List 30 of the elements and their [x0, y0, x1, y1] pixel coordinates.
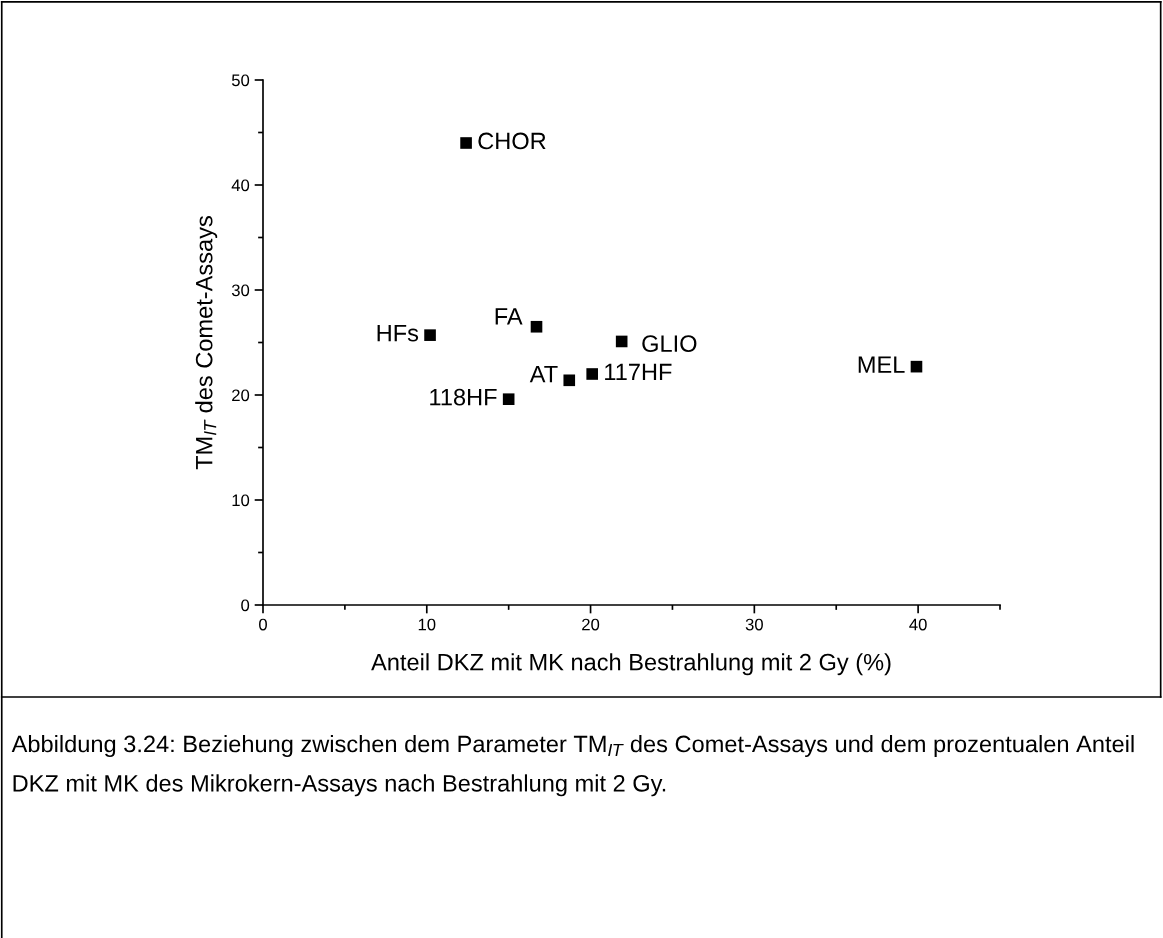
y-tick-label: 0 — [241, 599, 250, 612]
y-tick-label: 50 — [231, 74, 250, 87]
y-tick-label: 20 — [232, 389, 250, 402]
x-tick-label: 40 — [909, 618, 927, 631]
annotation: HFs — [377, 325, 419, 342]
x-tick-label: 0 — [259, 618, 267, 631]
point — [502, 393, 515, 406]
annotation: AT — [529, 366, 558, 383]
y-tick-label: 10 — [232, 494, 250, 507]
annotation: GLIO — [642, 335, 697, 352]
annotation: MEL — [858, 356, 905, 373]
x-axis-title: Anteil DKZ mit MK nach Bestrahlung mit 2 Gy (%) — [371, 653, 891, 676]
point — [615, 335, 628, 348]
text: Abbildung 3.24: Beziehung zwischen dem Parameter TM$_{IT}$ des Comet-Assays und dem prozentualen Anteil DKZ mit MK des Mikrokern-Assays nach Bestrahlung mit 2 Gy. — [11, 735, 1134, 797]
annotation: CHOR — [478, 132, 546, 150]
point — [460, 137, 472, 149]
y-tick-label: 30 — [231, 284, 250, 297]
annotation: 117HF — [605, 363, 672, 381]
point — [563, 374, 576, 387]
annotation: 118HF — [430, 388, 497, 406]
point — [530, 320, 543, 333]
y-tick-label: 40 — [231, 179, 250, 192]
point — [424, 329, 436, 341]
x-tick-label: 20 — [582, 618, 600, 631]
y-axis-title: TM$_{IT}$ des Comet-Assays — [195, 216, 218, 470]
x-tick-label: 30 — [745, 618, 763, 631]
annotation: FA — [495, 308, 523, 325]
point — [910, 360, 923, 373]
point — [586, 368, 598, 380]
x-tick-label: 10 — [418, 618, 436, 631]
